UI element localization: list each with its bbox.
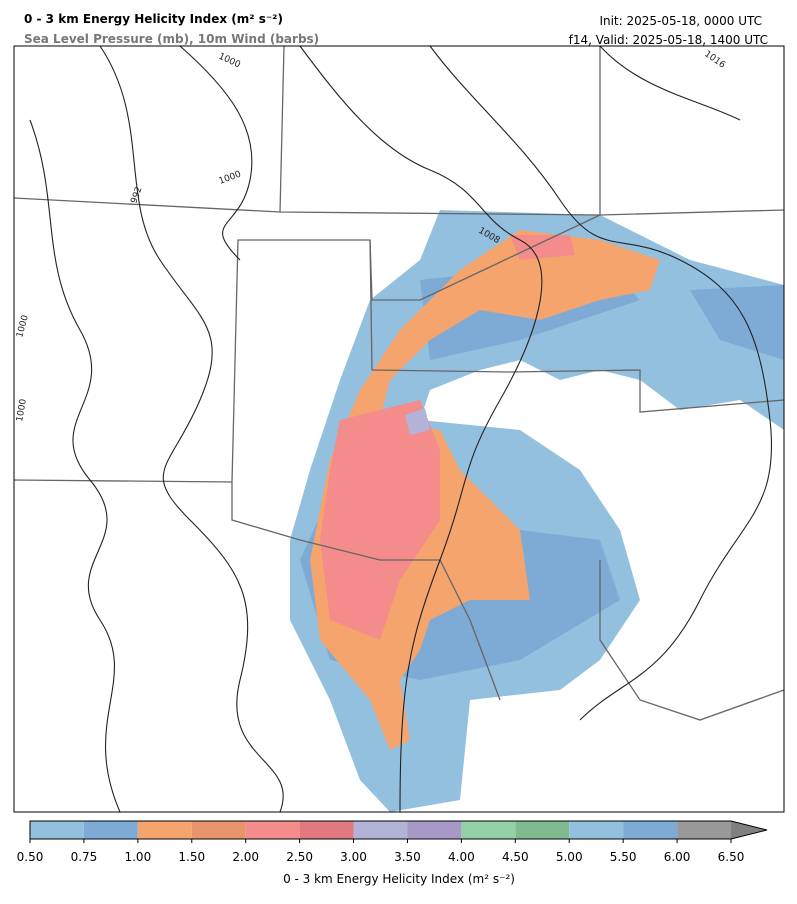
colorbar-segment [137,821,192,839]
colorbar-segment [407,821,462,839]
colorbar-tick-label: 3.00 [340,850,367,864]
pressure-contours [29,45,773,813]
colorbar-segment [353,821,408,839]
colorbar-tick-label: 2.50 [286,850,313,864]
colorbar-tick-label: 6.50 [718,850,745,864]
colorbar-tick-label: 4.00 [448,850,475,864]
colorbar-tick-label: 0.50 [17,850,44,864]
colorbar-extension [731,821,767,839]
colorbar-segment [569,821,624,839]
helicity-region [310,230,660,750]
colorbar-tick-label: 1.00 [124,850,151,864]
valid-time: f14, Valid: 2025-05-18, 1400 UTC [569,33,768,47]
colorbar-segment [299,821,354,839]
colorbar-outline [29,820,768,840]
subtitle: Sea Level Pressure (mb), 10m Wind (barbs… [24,32,319,46]
colorbar-segment [83,821,138,839]
colorbar-segment [30,821,84,839]
map: 1000 992 1000 1008 1016 1000 1000 [13,45,785,813]
colorbar-tick-label: 2.00 [232,850,259,864]
contour-label: 1000 [15,398,29,423]
init-time: Init: 2025-05-18, 0000 UTC [599,14,762,28]
map-frame [13,45,785,813]
title: 0 - 3 km Energy Helicity Index (m² s⁻²) [24,12,283,26]
state-borders [13,45,785,721]
colorbar-segment [677,821,731,839]
colorbar-segment [623,821,678,839]
colorbar-tick-label: 5.50 [610,850,637,864]
colorbar: 0.50 0.75 1.00 1.50 2.00 2.50 3.00 3.50 4.00 4.50… [17,820,768,864]
helicity-region [405,408,430,435]
colorbar-tick-label: 0.75 [71,850,98,864]
colorbar-segment [191,821,246,839]
colorbar-tick-label: 6.00 [664,850,691,864]
colorbar-label: 0 - 3 km Energy Helicity Index (m² s⁻²) [283,872,515,886]
colorbar-segment [461,821,516,839]
helicity-region [320,235,575,640]
colorbar-segment [245,821,300,839]
colorbar-tick-label: 1.50 [178,850,205,864]
colorbar-tick-label: 5.00 [556,850,583,864]
colorbar-segment [515,821,570,839]
colorbar-tick-label: 3.50 [394,850,421,864]
colorbar-tick-label: 4.50 [502,850,529,864]
